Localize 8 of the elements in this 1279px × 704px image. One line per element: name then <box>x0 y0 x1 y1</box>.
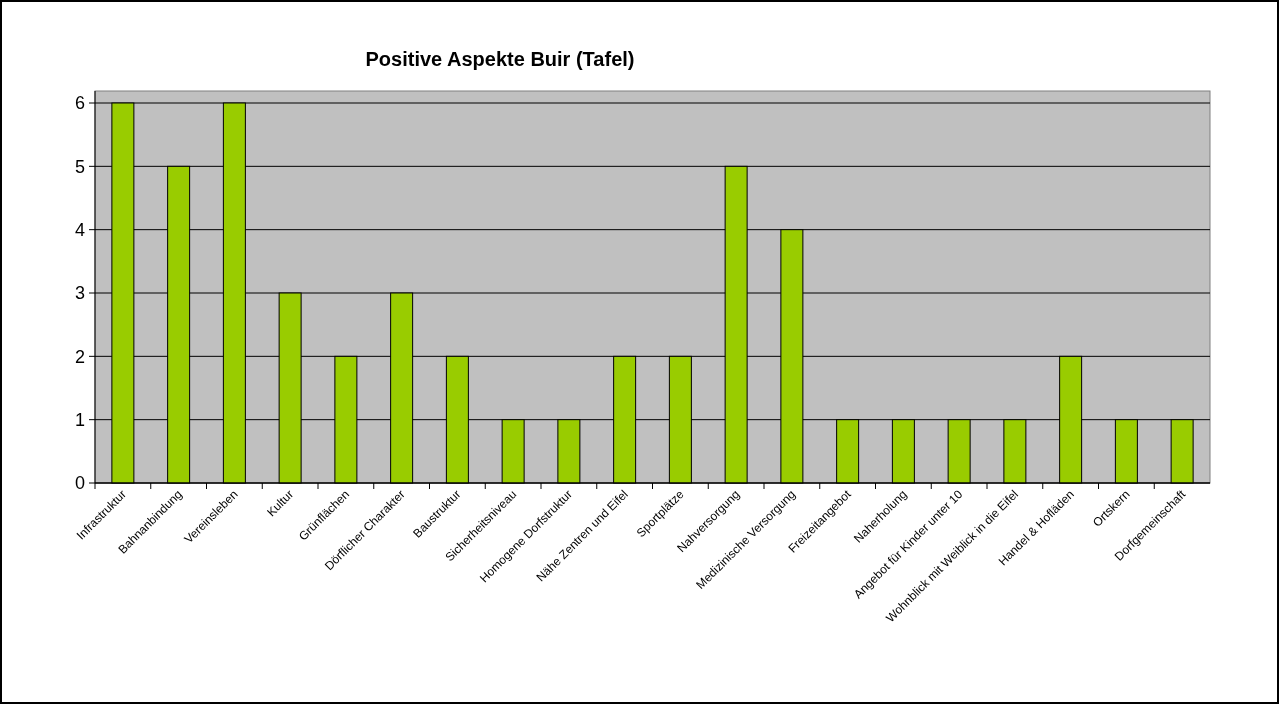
y-tick-label: 3 <box>74 283 85 304</box>
y-tick-label: 6 <box>74 93 85 114</box>
y-tick-label: 2 <box>74 346 85 367</box>
y-tick-label: 0 <box>74 473 85 494</box>
y-tick-label: 4 <box>74 219 85 240</box>
y-tick-label: 1 <box>74 409 85 430</box>
y-tick-label: 5 <box>74 156 85 177</box>
chart-title: Positive Aspekte Buir (Tafel) <box>365 48 635 70</box>
